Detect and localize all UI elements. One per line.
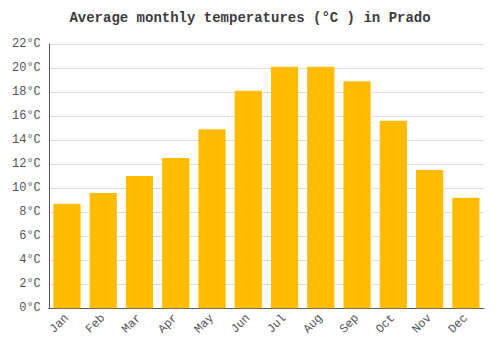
svg-text:Mar: Mar [119,311,144,336]
svg-text:10°C: 10°C [12,181,41,195]
svg-text:Feb: Feb [83,311,108,336]
svg-text:12°C: 12°C [12,157,41,171]
svg-text:Average monthly temperatures (: Average monthly temperatures (°C ) in Pr… [69,10,430,26]
svg-text:Aug: Aug [301,311,326,336]
svg-text:8°C: 8°C [19,205,41,219]
svg-text:2°C: 2°C [19,277,41,291]
svg-text:Oct: Oct [373,311,398,336]
svg-text:Jul: Jul [264,311,289,336]
svg-text:0°C: 0°C [19,301,41,315]
svg-text:Dec: Dec [446,311,471,336]
svg-text:4°C: 4°C [19,253,41,267]
svg-text:Sep: Sep [337,311,362,336]
svg-text:Jan: Jan [47,311,72,336]
svg-text:20°C: 20°C [12,61,41,75]
svg-text:6°C: 6°C [19,229,41,243]
svg-text:May: May [192,311,217,336]
svg-text:Jun: Jun [228,311,253,336]
svg-text:16°C: 16°C [12,109,41,123]
svg-text:14°C: 14°C [12,133,41,147]
svg-text:Nov: Nov [409,311,434,336]
svg-text:18°C: 18°C [12,85,41,99]
svg-text:Apr: Apr [156,311,181,336]
svg-text:22°C: 22°C [12,37,41,51]
